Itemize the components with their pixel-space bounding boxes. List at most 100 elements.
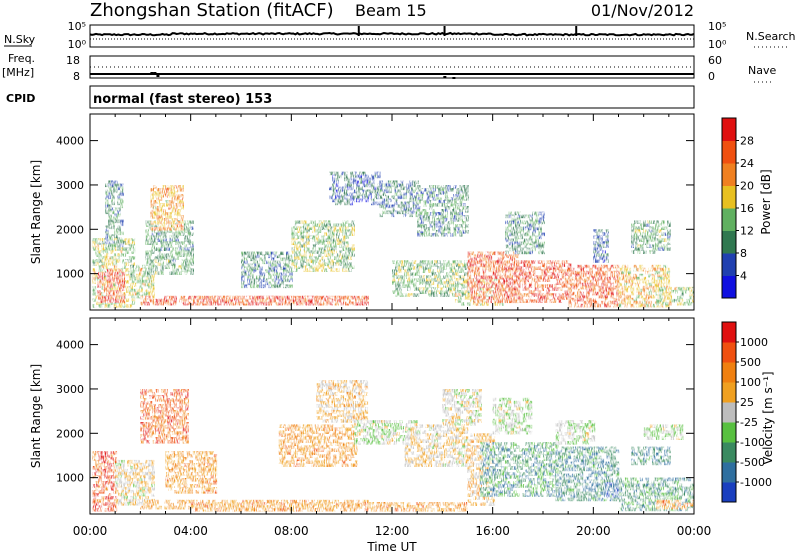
heatmap-cell [316, 395, 321, 399]
heatmap-cell [513, 263, 518, 267]
heatmap-cell [271, 260, 275, 265]
heatmap-cell [415, 502, 420, 506]
heatmap-cell [459, 197, 463, 201]
heatmap-cell [174, 194, 178, 198]
heatmap-cell [440, 287, 444, 291]
heatmap-cell [456, 212, 460, 216]
heatmap-cell [142, 477, 146, 482]
heatmap-cell [124, 501, 128, 506]
heatmap-cell [462, 215, 466, 219]
heatmap-cell [171, 203, 175, 207]
heatmap-cell [121, 471, 125, 476]
heatmap-cell [142, 270, 146, 275]
heatmap-cell [376, 502, 381, 506]
heatmap-cell [624, 273, 629, 278]
heatmap-cell [370, 505, 375, 509]
heatmap-cell [150, 212, 154, 216]
heatmap-cell [125, 286, 130, 290]
heatmap-cell [107, 454, 112, 458]
heatmap-cell [368, 189, 372, 194]
heatmap-cell [152, 395, 156, 399]
heatmap-cell [488, 278, 493, 283]
heatmap-cell [379, 508, 384, 512]
heatmap-cell [140, 389, 144, 393]
heatmap-cell [654, 303, 659, 308]
heatmap-cell [167, 416, 171, 420]
heatmap-cell [351, 229, 355, 233]
heatmap-cell [417, 212, 421, 216]
heatmap-cell [446, 263, 450, 267]
heatmap-cell [111, 219, 115, 224]
heatmap-cell [443, 281, 447, 285]
heatmap-cell [663, 273, 668, 278]
heatmap-cell [250, 254, 254, 259]
heatmap-cell [347, 427, 352, 431]
heatmap-cell [331, 410, 336, 414]
heatmap-cell [346, 301, 351, 306]
colorbar-swatch [722, 140, 736, 164]
heatmap-cell [97, 275, 102, 279]
heatmap-cell [330, 268, 334, 272]
heatmap-cell [136, 480, 140, 485]
heatmap-cell [444, 227, 448, 231]
heatmap-cell [151, 271, 155, 275]
heatmap-cell [190, 247, 194, 251]
heatmap-cell [537, 290, 542, 294]
heatmap-cell [428, 290, 432, 294]
heatmap-cell [599, 235, 603, 239]
heatmap-cell [205, 505, 210, 509]
heatmap-cell [158, 301, 162, 306]
heatmap-cell [330, 235, 334, 239]
heatmap-cell [444, 197, 448, 201]
heatmap-cell [309, 226, 313, 230]
heatmap-cell [511, 247, 515, 252]
heatmap-cell [511, 226, 515, 231]
heatmap-cell [398, 284, 402, 288]
heatmap-cell [659, 301, 663, 306]
heatmap-cell [333, 247, 337, 251]
heatmap-cell [593, 256, 597, 260]
date-label: 01/Nov/2012 [591, 1, 694, 20]
heatmap-cell [558, 266, 563, 270]
heatmap-cell [133, 474, 137, 479]
heatmap-cell [616, 270, 620, 275]
heatmap-cell [366, 420, 370, 424]
heatmap-cell [528, 299, 533, 303]
heatmap-cell [210, 463, 215, 467]
heatmap-cell [142, 273, 146, 278]
heatmap-cell [667, 220, 671, 224]
heatmap-cell [150, 197, 154, 201]
heatmap-cell [332, 433, 337, 437]
heatmap-cell [322, 401, 327, 405]
heatmap-cell [235, 508, 240, 512]
heatmap-cell [463, 508, 468, 512]
heatmap-cell [119, 253, 124, 257]
heatmap-cell [204, 451, 209, 455]
heatmap-cell [348, 253, 352, 257]
heatmap-cell [111, 234, 115, 239]
heatmap-cell [680, 301, 684, 306]
heatmap-cell [139, 489, 143, 494]
heatmap-cell [104, 502, 109, 506]
heatmap-cell [643, 250, 647, 254]
heatmap-cell [344, 177, 348, 182]
heatmap-cell [621, 297, 626, 302]
heatmap-cell [139, 462, 143, 467]
heatmap-cell [359, 174, 363, 179]
heatmap-cell [349, 389, 354, 393]
heatmap-cell [463, 505, 468, 509]
heatmap-cell [303, 220, 307, 224]
heatmap-cell [459, 230, 463, 234]
heatmap-cell [453, 215, 457, 219]
heatmap-cell [177, 221, 181, 225]
heatmap-cell [268, 281, 272, 286]
heatmap-cell [106, 278, 111, 282]
heatmap-cell [651, 285, 656, 290]
heatmap-cell [108, 216, 112, 221]
heatmap-cell [114, 189, 118, 194]
heatmap-cell [189, 454, 194, 458]
heatmap-cell [435, 230, 439, 234]
heatmap-cell [190, 262, 194, 266]
heatmap-cell [648, 303, 653, 308]
heatmap-cell [652, 238, 656, 242]
